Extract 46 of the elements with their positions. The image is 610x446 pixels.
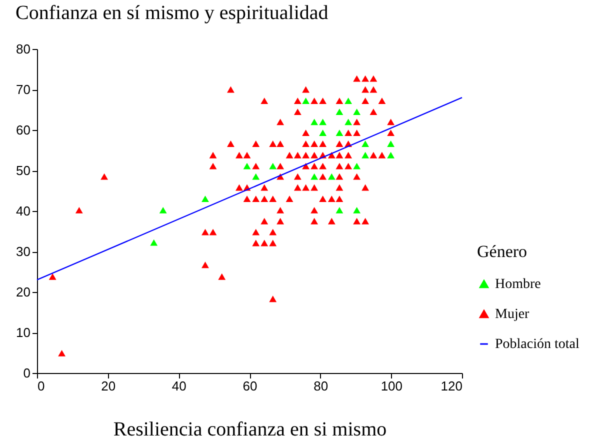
point xyxy=(310,173,318,180)
point xyxy=(150,239,158,246)
x-tick-label: 0 xyxy=(38,378,45,394)
point xyxy=(252,173,260,180)
y-tick-label: 70 xyxy=(16,82,30,97)
point xyxy=(319,130,327,136)
x-tick-label: 60 xyxy=(242,378,258,394)
x-tick-label: 80 xyxy=(314,378,328,394)
x-tick-label: 20 xyxy=(101,378,116,394)
point xyxy=(243,162,251,170)
point xyxy=(362,152,370,158)
y-tick-label: 40 xyxy=(16,204,30,218)
y-tick-label: 80 xyxy=(16,42,30,56)
y-tick-label: 60 xyxy=(16,122,30,138)
legend-label: Mujer xyxy=(495,307,530,322)
point xyxy=(328,173,336,180)
legend-label: Población total xyxy=(495,337,580,352)
point xyxy=(336,108,344,115)
point xyxy=(336,130,344,136)
point xyxy=(159,206,167,214)
point xyxy=(353,108,361,115)
point xyxy=(202,196,209,202)
point xyxy=(353,162,361,170)
point xyxy=(336,206,344,214)
point xyxy=(302,98,310,104)
y-tick-label: 50 xyxy=(16,163,30,178)
y-tick-label: 20 xyxy=(16,284,30,300)
legend-label: Hombre xyxy=(495,277,541,292)
x-tick-label: 40 xyxy=(172,378,186,394)
chart-title: Confianza en sí mismo y espiritualidad xyxy=(16,2,328,24)
point xyxy=(319,118,327,126)
x-tick-label: 120 xyxy=(440,378,462,394)
point xyxy=(310,118,318,126)
y-tick-label: 30 xyxy=(16,244,30,259)
point xyxy=(387,140,395,147)
point xyxy=(269,162,277,170)
x-tick-label: 100 xyxy=(380,378,403,394)
x-axis-title: Resiliencia confianza en si mismo xyxy=(113,418,387,440)
legend-title: Género xyxy=(477,242,528,261)
point xyxy=(344,98,352,104)
y-tick-label: 10 xyxy=(16,325,30,340)
point xyxy=(344,118,352,126)
point xyxy=(353,206,361,214)
point xyxy=(387,152,395,158)
y-tick-label: 0 xyxy=(23,366,30,380)
point xyxy=(362,140,370,147)
